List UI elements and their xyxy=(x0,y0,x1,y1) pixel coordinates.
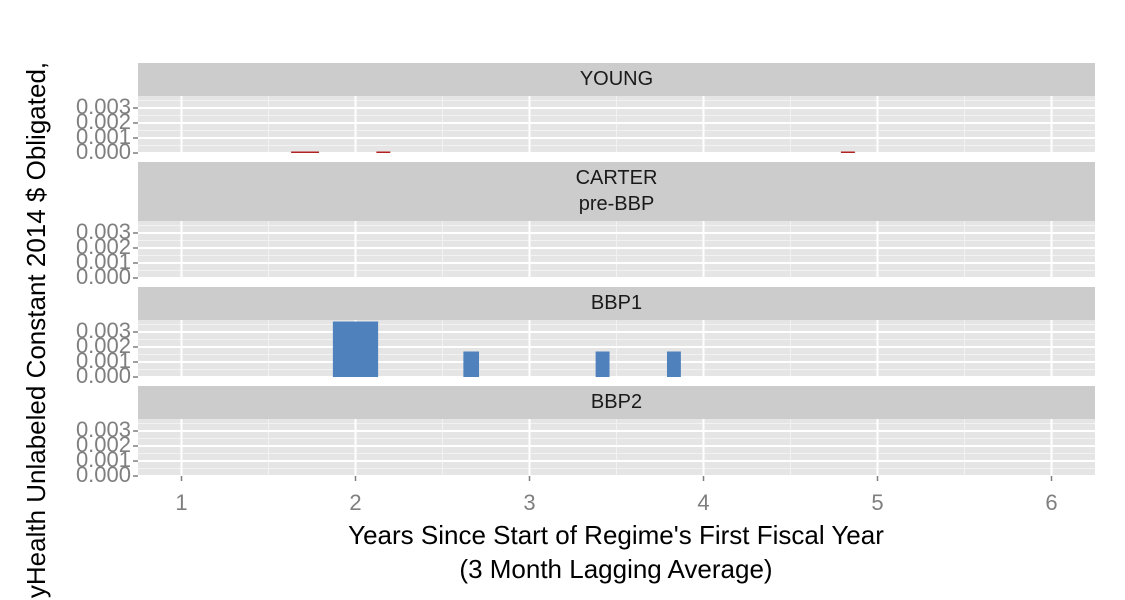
y-tick-label: 0.000 xyxy=(76,363,131,388)
y-axis-title: yHealth Unlabeled Constant 2014 $ Obliga… xyxy=(21,62,51,598)
y-tick-label: 0.002 xyxy=(76,234,131,259)
y-tick-label: 0.003 xyxy=(76,417,131,442)
y-tick-label: 0.001 xyxy=(76,348,131,373)
strip xyxy=(138,63,1095,96)
y-tick-label: 0.002 xyxy=(76,333,131,358)
x-tick-label: 2 xyxy=(349,490,361,515)
x-tick-label: 1 xyxy=(175,490,187,515)
y-tick-label: 0.000 xyxy=(76,139,131,164)
x-tick-label: 4 xyxy=(697,490,709,515)
y-tick-label: 0.001 xyxy=(76,124,131,149)
strip-label: YOUNG xyxy=(580,68,653,90)
bar xyxy=(666,351,681,377)
strip-label: BBP1 xyxy=(591,292,642,314)
strip-label: CARTER xyxy=(576,167,658,189)
bar xyxy=(840,151,855,153)
strip-label: BBP2 xyxy=(591,391,642,413)
strip xyxy=(138,287,1095,320)
y-tick-label: 0.003 xyxy=(76,94,131,119)
y-tick-label: 0.003 xyxy=(76,318,131,343)
strip xyxy=(138,386,1095,419)
y-tick-label: 0.000 xyxy=(76,462,131,487)
x-axis-title: (3 Month Lagging Average) xyxy=(459,554,772,584)
y-tick-label: 0.000 xyxy=(76,264,131,289)
x-axis-title: Years Since Start of Regime's First Fisc… xyxy=(348,520,884,550)
x-tick-label: 5 xyxy=(871,490,883,515)
y-tick-label: 0.002 xyxy=(76,109,131,134)
bar xyxy=(463,351,480,377)
bar xyxy=(595,351,610,377)
strip xyxy=(138,162,1095,221)
y-tick-label: 0.001 xyxy=(76,447,131,472)
bar xyxy=(376,151,391,153)
y-tick-label: 0.001 xyxy=(76,249,131,274)
x-tick-label: 3 xyxy=(523,490,535,515)
y-tick-label: 0.003 xyxy=(76,219,131,244)
y-tick-label: 0.002 xyxy=(76,432,131,457)
strip-label: pre-BBP xyxy=(579,193,655,215)
x-tick-label: 6 xyxy=(1045,490,1057,515)
bar xyxy=(291,151,319,153)
bar xyxy=(332,321,379,377)
